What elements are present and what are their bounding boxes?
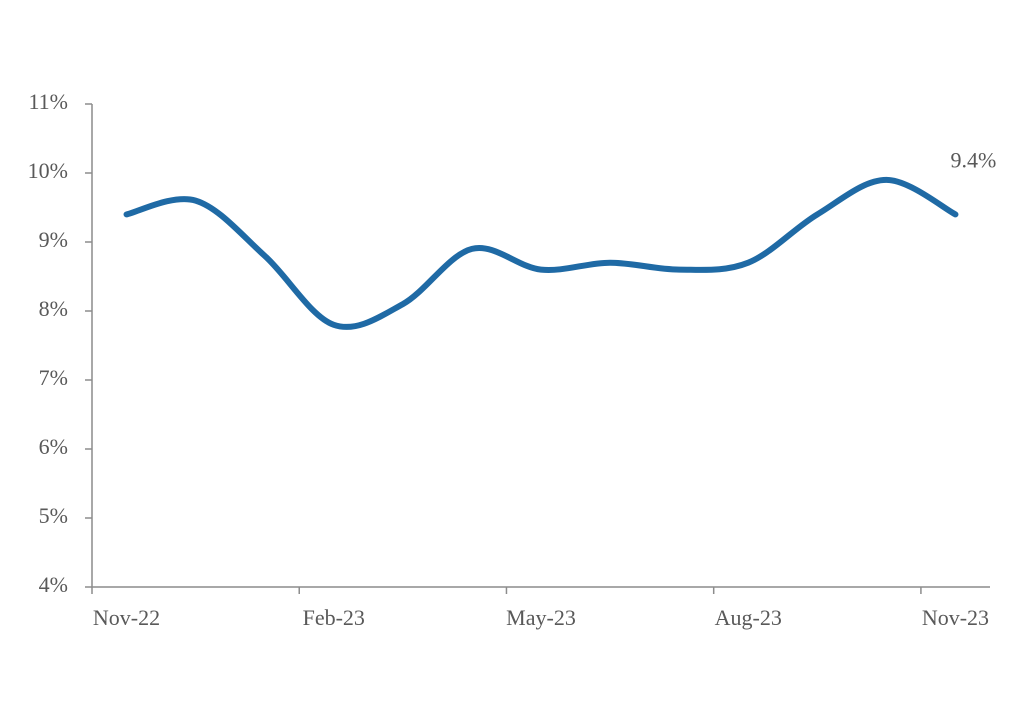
x-tick-label: Feb-23 bbox=[303, 605, 365, 630]
x-tick-label: May-23 bbox=[506, 605, 576, 630]
y-tick-label: 6% bbox=[39, 434, 68, 459]
y-tick-label: 8% bbox=[39, 296, 68, 321]
x-tick-label: Aug-23 bbox=[715, 605, 782, 630]
x-tick-label: Nov-22 bbox=[93, 605, 160, 630]
data-label: 9.4% bbox=[951, 147, 997, 172]
y-tick-label: 7% bbox=[39, 365, 68, 390]
line bbox=[123, 176, 959, 330]
y-tick-label: 4% bbox=[39, 572, 68, 597]
y-tick-label: 10% bbox=[28, 158, 68, 183]
y-tick-label: 11% bbox=[28, 89, 68, 114]
y-tick-label: 5% bbox=[39, 503, 68, 528]
y-tick-label: 9% bbox=[39, 227, 68, 252]
x-tick-label: Nov-23 bbox=[922, 605, 989, 630]
